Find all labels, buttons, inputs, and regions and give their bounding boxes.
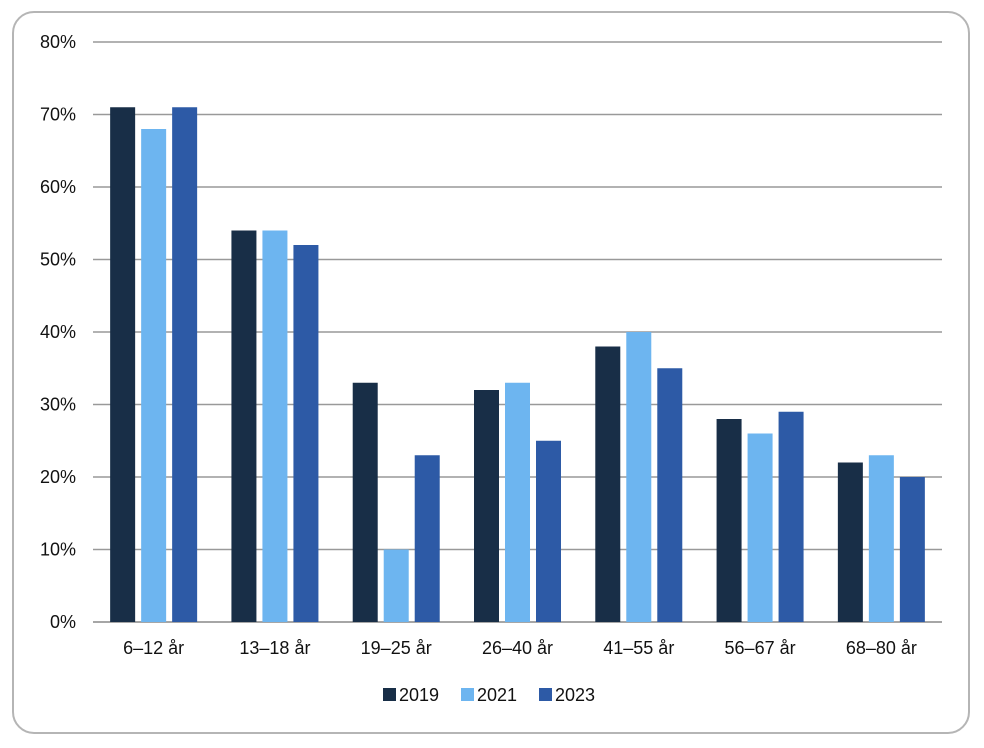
chart-frame <box>12 11 970 734</box>
legend-label: 2019 <box>399 685 439 705</box>
x-tick-label: 26–40 år <box>482 638 553 658</box>
x-tick-label: 41–55 år <box>603 638 674 658</box>
y-tick-label: 10% <box>40 540 76 560</box>
bar-2021-1 <box>262 230 288 622</box>
bar-2019-5 <box>716 419 742 622</box>
bar-2023-0 <box>172 107 198 622</box>
bar-2021-2 <box>383 549 409 622</box>
bar-2019-3 <box>474 390 499 622</box>
bar-2021-4 <box>626 332 652 622</box>
bar-2019-1 <box>231 230 257 622</box>
y-tick-label: 50% <box>40 250 76 270</box>
x-tick-label: 56–67 år <box>725 638 796 658</box>
legend-swatch-2019 <box>383 688 396 701</box>
bar-2019-6 <box>837 462 863 622</box>
legend-label: 2021 <box>477 685 517 705</box>
bar-2019-0 <box>110 107 136 622</box>
x-tick-label: 19–25 år <box>361 638 432 658</box>
bar-2023-4 <box>657 368 683 622</box>
x-tick-label: 68–80 år <box>846 638 917 658</box>
y-tick-label: 20% <box>40 467 76 487</box>
bar-2019-4 <box>595 346 621 622</box>
bar-2023-5 <box>778 411 804 622</box>
y-tick-label: 30% <box>40 395 76 415</box>
legend-label: 2023 <box>555 685 595 705</box>
x-tick-label: 6–12 år <box>123 638 184 658</box>
bar-2021-6 <box>868 455 894 622</box>
y-tick-label: 60% <box>40 177 76 197</box>
bar-2023-1 <box>293 245 319 622</box>
x-tick-label: 13–18 år <box>239 638 310 658</box>
y-tick-label: 0% <box>50 612 76 632</box>
bar-2023-3 <box>536 440 561 622</box>
bar-2023-2 <box>414 455 440 622</box>
bar-2019-2 <box>352 382 378 622</box>
y-tick-label: 70% <box>40 105 76 125</box>
legend-swatch-2021 <box>461 688 474 701</box>
bar-2021-5 <box>747 433 773 622</box>
y-tick-label: 40% <box>40 322 76 342</box>
bar-2023-6 <box>899 477 925 622</box>
bar-2021-0 <box>141 129 167 622</box>
legend-swatch-2023 <box>539 688 552 701</box>
y-tick-label: 80% <box>40 32 76 52</box>
bar-2021-3 <box>505 382 530 622</box>
